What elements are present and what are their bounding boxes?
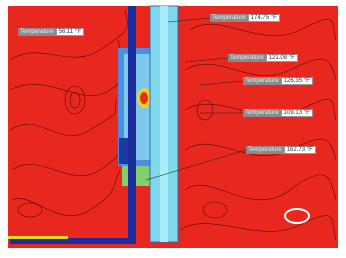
label-value: 126.35 °F [280, 77, 313, 85]
label: Temperature 121.08 °F [228, 54, 298, 62]
label: Temperature 174.75 °F [210, 14, 280, 22]
label-value: 174.75 °F [247, 14, 280, 22]
hot-core [140, 92, 148, 104]
pipe-bottom [10, 238, 136, 244]
label-name: Temperature [243, 77, 281, 85]
label: Temperature 56.11 °F [18, 28, 84, 36]
label-name: Temperature [243, 109, 281, 117]
leaders [145, 17, 247, 181]
label-value: 121.08 °F [265, 54, 298, 62]
pipe [128, 6, 136, 242]
label-name: Temperature [228, 54, 266, 62]
label-name: Temperature [246, 146, 284, 154]
label-value: 56.11 °F [55, 28, 84, 36]
vortex [284, 208, 310, 224]
pipe-edge [8, 236, 68, 239]
label-name: Temperature [210, 14, 248, 22]
label-value: 109.13 °F [280, 109, 313, 117]
column-core [160, 6, 168, 242]
label: Temperature 109.13 °F [243, 109, 313, 117]
label-name: Temperature [18, 28, 56, 36]
label: Temperature 126.35 °F [243, 77, 313, 85]
label: Temperature 162.73 °F [246, 146, 316, 154]
label-value: 162.73 °F [283, 146, 316, 154]
